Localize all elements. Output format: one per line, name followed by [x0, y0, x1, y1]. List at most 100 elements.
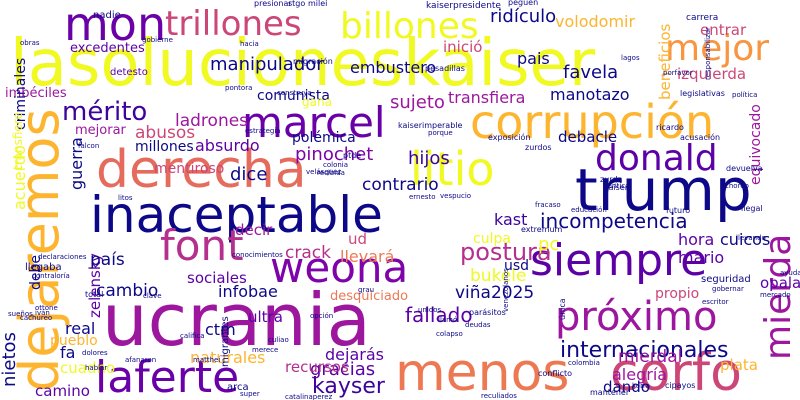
word-inaceptable: inaceptable	[90, 186, 383, 244]
word-corrupción: corrupción	[470, 95, 714, 149]
word-zurdos: zurdos	[525, 143, 552, 152]
word-peguen: peguen	[508, 0, 538, 7]
word-mercado: mercado	[760, 291, 791, 299]
word-decir: decir	[235, 221, 273, 239]
word-millones: millones	[135, 139, 194, 155]
word-transfiere: transfiere	[11, 112, 25, 170]
word-legislativas: legislativas	[680, 89, 725, 98]
word-menos: menos	[395, 343, 570, 400]
word-bukele: bukele	[470, 266, 526, 286]
word-iván: iván	[35, 309, 50, 317]
word-futuro: futuro	[666, 206, 690, 215]
word-kaiserpresidente: kaiserpresidente	[426, 1, 501, 11]
word-lagos: lagos	[621, 54, 640, 62]
word-colonia: colonia	[323, 161, 348, 169]
word-cuadno: cuadno	[60, 359, 115, 377]
word-trump: trump	[575, 156, 752, 224]
word-kayser: kayser	[312, 374, 386, 399]
word-debe: debe	[28, 255, 44, 290]
word-corfo: corfo	[610, 343, 742, 400]
word-ernesto: ernesto	[409, 193, 435, 201]
word-viña2025: viña2025	[455, 283, 534, 303]
word-stgo: stgo	[288, 0, 305, 8]
word-deudas: deudas	[465, 321, 491, 329]
word-mon: mon	[64, 0, 166, 51]
word-educación: educación	[571, 206, 607, 214]
word-contrario: contrario	[362, 175, 439, 195]
word-entrar: entrar	[700, 21, 747, 39]
word-fallado: fallado	[405, 303, 473, 327]
word-gobierne: gobierne	[142, 36, 173, 44]
word-naturales: naturales	[190, 348, 265, 367]
word-ricardo: ricardo	[656, 123, 684, 132]
word-gobernar: gobernar	[712, 285, 744, 293]
word-presionar: presionar	[254, 0, 292, 8]
word-pueblo: pueblo	[50, 333, 98, 349]
word-carrera: carrera	[686, 13, 718, 23]
word-infobae: infobae	[218, 282, 278, 301]
word-mierda: mierda	[758, 234, 799, 360]
word-culpa: culpa	[473, 231, 511, 247]
word-volodomir: volodomir	[555, 12, 635, 31]
word-porfavor: porfavor	[663, 69, 693, 77]
word-mejor: mejor	[665, 28, 769, 69]
word-mejorar: mejorar	[75, 123, 127, 138]
word-exposición: exposición	[488, 132, 530, 142]
word-mierdal: mierdal	[618, 347, 682, 367]
word-font: font	[160, 221, 244, 270]
word-cuicos: cuicos	[720, 230, 770, 249]
word-matthei: matthei	[193, 356, 220, 364]
word-desquiciado: desquiciado	[330, 289, 408, 304]
word-llamó: llamó	[438, 316, 457, 324]
word-inició: inició	[443, 38, 482, 56]
word-donald: donald	[595, 138, 718, 179]
word-embustero: embustero	[350, 58, 436, 77]
word-cachureo: cachureo	[20, 314, 52, 322]
word-kast: kast	[494, 210, 527, 229]
word-país: país	[90, 250, 125, 270]
word-polémica: polémica	[292, 130, 356, 146]
word-venezolanos: venezolanos	[502, 268, 510, 312]
word-siempre: siempre	[530, 235, 707, 286]
word-kaiser: kaiser	[604, 183, 629, 192]
word-colombia: colombia	[568, 359, 600, 367]
word-pais: pais	[517, 49, 550, 68]
word-ilegal: ilegal	[741, 204, 763, 213]
word-beneficios: beneficios	[656, 23, 674, 100]
word-propio: propio	[655, 286, 699, 302]
word-postura: postura	[460, 238, 552, 266]
word-dando: dando	[603, 378, 650, 396]
word-hablar: hablar	[85, 364, 107, 372]
word-ladrones: ladrones	[175, 111, 248, 131]
word-llegaba: llegaba	[25, 262, 62, 273]
word-cambio: cambio	[96, 281, 158, 301]
word-mantener: mantener	[590, 388, 630, 397]
word-recibida: recibida	[317, 169, 345, 177]
word-arca: arca	[227, 382, 249, 393]
word-reculiados: reculiados	[481, 392, 517, 400]
word-grau: grau	[358, 286, 374, 294]
word-migrantes: migrantes	[220, 316, 231, 367]
word-contraloría: contraloría	[32, 272, 70, 280]
word-comunista: comunista	[257, 88, 330, 104]
word-pinochet: pinochet	[295, 144, 373, 165]
word-conflicto: conflicto	[538, 369, 572, 378]
word-criminales: criminales	[13, 58, 29, 130]
word-hacia: hacia	[240, 40, 259, 48]
word-transfiera: transfiera	[448, 88, 525, 107]
word-incompetencia: incompetencia	[540, 209, 688, 233]
word-litos: litos	[118, 194, 133, 202]
word-colapso: colapso	[436, 330, 463, 338]
word-hora: hora	[678, 230, 714, 249]
word-dejarás: dejarás	[325, 345, 384, 364]
word-parásitos: parásitos	[469, 308, 506, 317]
word-nadie: nadie	[93, 10, 121, 21]
word-favela: favela	[563, 62, 618, 83]
word-choreo: choreo	[725, 182, 749, 190]
word-califica: califica	[180, 332, 205, 340]
word-manotazo: manotazo	[550, 85, 630, 104]
word-ottone: ottone	[35, 304, 58, 312]
word-alegría: alegría	[612, 365, 667, 384]
